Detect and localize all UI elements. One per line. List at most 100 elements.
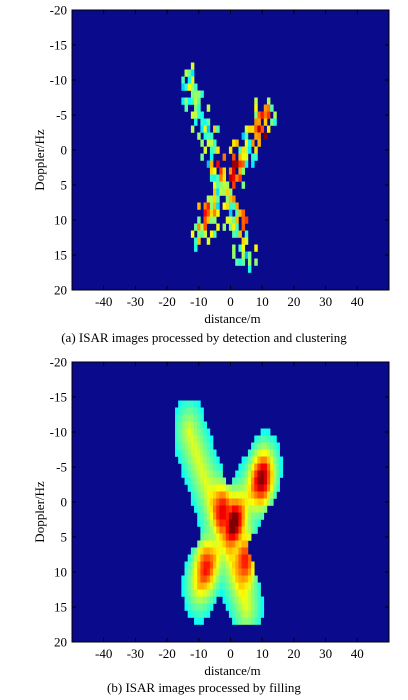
heatmap-cell <box>213 533 217 541</box>
heatmap-cell <box>184 589 188 597</box>
heatmap-cell <box>238 575 242 583</box>
heatmap-cell <box>209 484 214 492</box>
heatmap-cell <box>241 554 246 562</box>
heatmap-cell <box>219 547 223 555</box>
heatmap-cell <box>184 477 188 485</box>
heatmap-cell <box>203 202 208 210</box>
heatmap-cell <box>266 498 271 506</box>
heatmap-cell <box>273 477 277 485</box>
heatmap-cell <box>190 90 195 98</box>
heatmap-cell <box>190 435 195 443</box>
heatmap-cell <box>194 223 198 231</box>
heatmap-cell <box>197 540 201 548</box>
heatmap-cell <box>241 477 246 485</box>
heatmap-cell <box>219 174 223 182</box>
heatmap-cell <box>235 547 239 555</box>
heatmap-cell <box>178 456 182 464</box>
heatmap-cell <box>197 470 201 478</box>
heatmap-cell <box>194 596 198 604</box>
heatmap-cell <box>187 428 192 436</box>
heatmap-cell <box>244 125 249 133</box>
heatmap-cell <box>235 554 239 562</box>
heatmap-cell <box>194 90 198 98</box>
heatmap-cell <box>244 491 249 499</box>
heatmap-cell <box>266 463 271 471</box>
heatmap-cell <box>213 519 217 527</box>
heatmap-chart-a: -40 -30 -20 -10 0 10 20 30 40 -20 -15 -10 -5 0 5 10 15 20… <box>32 3 390 326</box>
heatmap-cell <box>213 491 217 499</box>
heatmap-cell <box>225 216 230 224</box>
heatmap-cell <box>235 477 239 485</box>
heatmap-cell <box>200 463 204 471</box>
heatmap-cell <box>225 596 230 604</box>
heatmap-cell <box>241 603 246 611</box>
heatmap-cell <box>213 575 217 583</box>
heatmap-cell <box>222 491 227 499</box>
heatmap-cell <box>209 167 214 175</box>
heatmap-cell <box>200 428 204 436</box>
x-tick-label: -40 <box>95 294 112 309</box>
heatmap-cell <box>190 603 195 611</box>
heatmap-cell <box>213 526 217 534</box>
heatmap-cell <box>213 139 217 147</box>
heatmap-cell <box>222 477 227 485</box>
heatmap-cell <box>219 181 223 189</box>
heatmap-cell <box>206 463 211 471</box>
heatmap-cell <box>213 209 217 217</box>
heatmap-cell <box>206 540 211 548</box>
heatmap-cell <box>247 610 252 618</box>
heatmap-cell <box>254 104 258 112</box>
heatmap-cell <box>247 554 252 562</box>
heatmap-cell <box>244 132 249 140</box>
heatmap-cell <box>209 442 214 450</box>
heatmap-cell <box>251 498 255 506</box>
heatmap-cell <box>238 244 242 252</box>
heatmap-cell <box>200 610 204 618</box>
heatmap-cell <box>194 561 198 569</box>
heatmap-cell <box>251 568 255 576</box>
heatmap-cell <box>238 561 242 569</box>
heatmap-cell <box>206 533 211 541</box>
heatmap-cell <box>257 519 261 527</box>
heatmap-cell <box>203 428 208 436</box>
heatmap-cell <box>209 575 214 583</box>
heatmap-cell <box>247 596 252 604</box>
heatmap-cell <box>232 498 236 506</box>
heatmap-cell <box>228 209 233 217</box>
heatmap-cell <box>232 484 236 492</box>
heatmap-cell <box>276 477 280 485</box>
heatmap-cell <box>209 498 214 506</box>
heatmap-cell <box>254 589 258 597</box>
heatmap-cell <box>225 505 230 513</box>
heatmap-cell <box>228 596 233 604</box>
heatmap-cell <box>222 223 227 231</box>
heatmap-cell <box>216 484 220 492</box>
heatmap-cell <box>209 596 214 604</box>
heatmap-cell <box>266 104 271 112</box>
heatmap-cell <box>228 498 233 506</box>
heatmap-cell <box>200 491 204 499</box>
heatmap-cell <box>241 258 246 266</box>
x-axis-label: distance/m <box>204 663 260 678</box>
heatmap-cell <box>228 582 233 590</box>
heatmap-cell <box>222 505 227 513</box>
heatmap-cell <box>187 449 192 457</box>
heatmap-cell <box>260 456 265 464</box>
x-tick-label: 20 <box>287 646 300 661</box>
heatmap-cell <box>200 153 204 161</box>
heatmap-cell <box>235 596 239 604</box>
heatmap-cell <box>197 575 201 583</box>
heatmap-cell <box>194 449 198 457</box>
heatmap-cell <box>181 575 185 583</box>
heatmap-cell <box>228 554 233 562</box>
heatmap-cell <box>184 603 188 611</box>
heatmap-cell <box>263 470 268 478</box>
heatmap-cell <box>203 540 208 548</box>
heatmap-cell <box>247 498 252 506</box>
heatmap-cell <box>187 561 192 569</box>
y-tick-label: 10 <box>54 565 67 580</box>
heatmap-cell <box>235 202 239 210</box>
heatmap-cell <box>203 554 208 562</box>
heatmap-cell <box>241 512 246 520</box>
heatmap-cell <box>184 414 188 422</box>
